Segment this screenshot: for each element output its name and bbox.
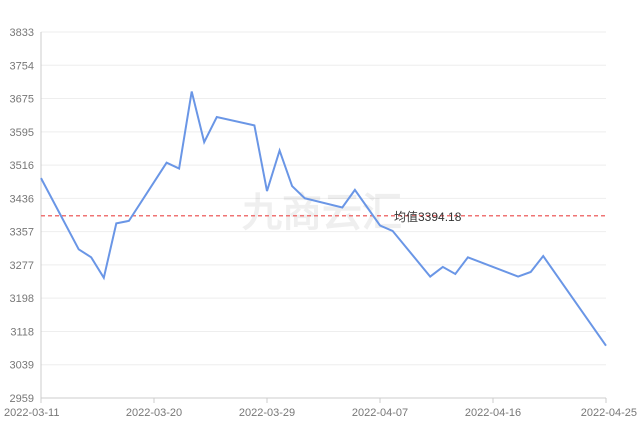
x-axis: 2022-03-11 2022-03-20 2022-03-29 2022-04-07… [4, 398, 637, 419]
x-tick-label: 2022-04-16 [465, 407, 521, 419]
y-tick-label: 3357 [10, 227, 34, 239]
mean-label: 均值3394.18 [394, 209, 462, 224]
y-tick-label: 3198 [10, 293, 34, 305]
x-tick-label: 2022-04-07 [352, 407, 408, 419]
x-tick-label: 2022-04-25 [581, 407, 637, 419]
series-line [40, 91, 607, 347]
y-tick-label: 2959 [10, 393, 34, 405]
y-tick-label: 3277 [10, 260, 34, 272]
x-tick-label: 2022-03-11 [4, 407, 59, 419]
y-tick-label: 3039 [10, 360, 34, 372]
y-tick-label: 3516 [10, 160, 34, 172]
y-tick-label: 3833 [10, 27, 34, 39]
grid-lines [40, 31, 606, 399]
y-tick-label: 3754 [10, 60, 34, 72]
x-tick-label: 2022-03-29 [239, 407, 295, 419]
watermark: 九商云汇 [242, 190, 402, 236]
y-tick-label: 3436 [10, 193, 34, 205]
y-tick-label: 3675 [10, 94, 34, 106]
y-tick-label: 3595 [10, 127, 34, 139]
y-tick-label: 3118 [10, 326, 34, 338]
y-axis: 3833 3754 3675 3595 3516 3436 3357 3277 3198 3118… [10, 27, 34, 405]
x-tick-label: 2022-03-20 [126, 407, 182, 419]
